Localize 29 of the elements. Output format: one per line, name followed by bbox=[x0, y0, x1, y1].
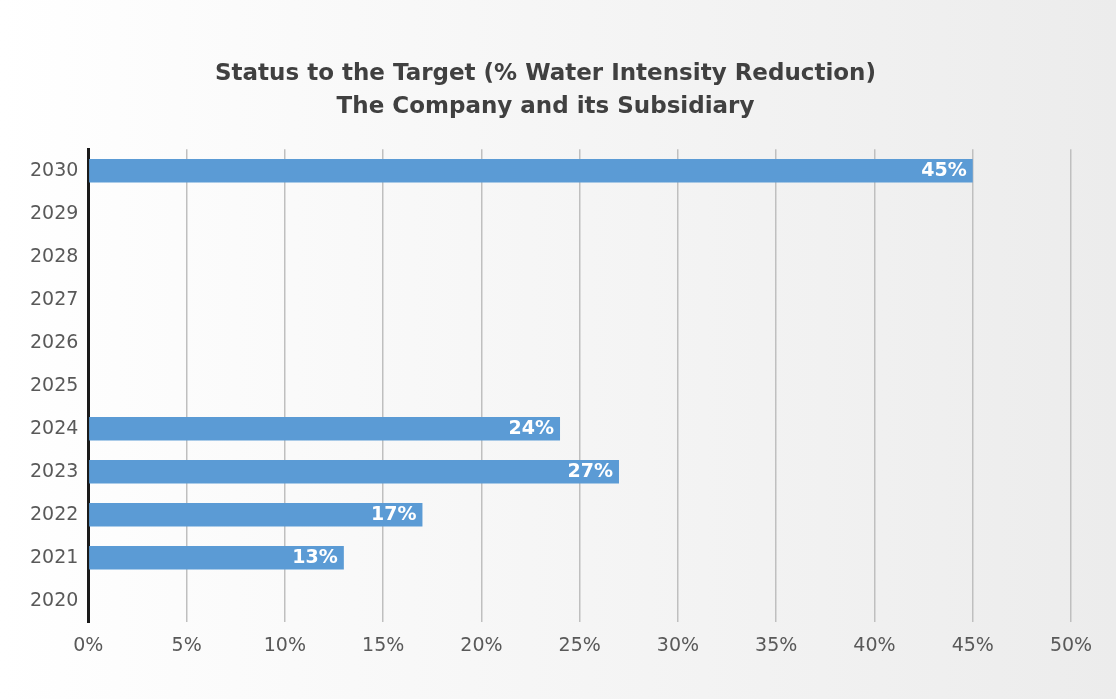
y-tick-label: 2026 bbox=[29, 329, 79, 352]
chart-subtitle: The Company and its Subsidiary bbox=[336, 92, 755, 119]
x-tick-label: 50% bbox=[1049, 632, 1093, 655]
chart-title: Status to the Target (% Water Intensity Reduction) bbox=[215, 58, 876, 85]
x-tick-label: 35% bbox=[755, 632, 798, 655]
y-tick-label: 2027 bbox=[29, 286, 79, 309]
y-tick-label: 2023 bbox=[29, 458, 79, 481]
data-label: 27% bbox=[567, 458, 613, 481]
data-label: 13% bbox=[292, 544, 338, 567]
x-tick-label: 5% bbox=[171, 632, 202, 655]
x-tick-label: 10% bbox=[263, 632, 306, 655]
x-tick-label: 20% bbox=[460, 632, 503, 655]
y-tick-label: 2022 bbox=[29, 501, 79, 524]
x-tick-label: 0% bbox=[73, 632, 104, 655]
data-label: 45% bbox=[921, 157, 967, 180]
x-tick-label: 40% bbox=[853, 632, 896, 655]
y-tick-label: 2021 bbox=[29, 544, 79, 567]
data-label: 17% bbox=[370, 501, 417, 524]
x-tick-label: 25% bbox=[558, 632, 601, 655]
x-tick-label: 15% bbox=[362, 632, 405, 655]
x-tick-label: 30% bbox=[656, 632, 700, 655]
y-tick-label: 2029 bbox=[29, 200, 79, 223]
y-tick-label: 2025 bbox=[29, 372, 79, 395]
y-tick-label: 2020 bbox=[29, 587, 79, 610]
data-label: 24% bbox=[508, 415, 555, 438]
y-tick-label: 2024 bbox=[29, 415, 79, 438]
y-tick-label: 2030 bbox=[29, 157, 79, 180]
x-tick-label: 45% bbox=[951, 632, 994, 655]
y-tick-label: 2028 bbox=[29, 243, 79, 266]
